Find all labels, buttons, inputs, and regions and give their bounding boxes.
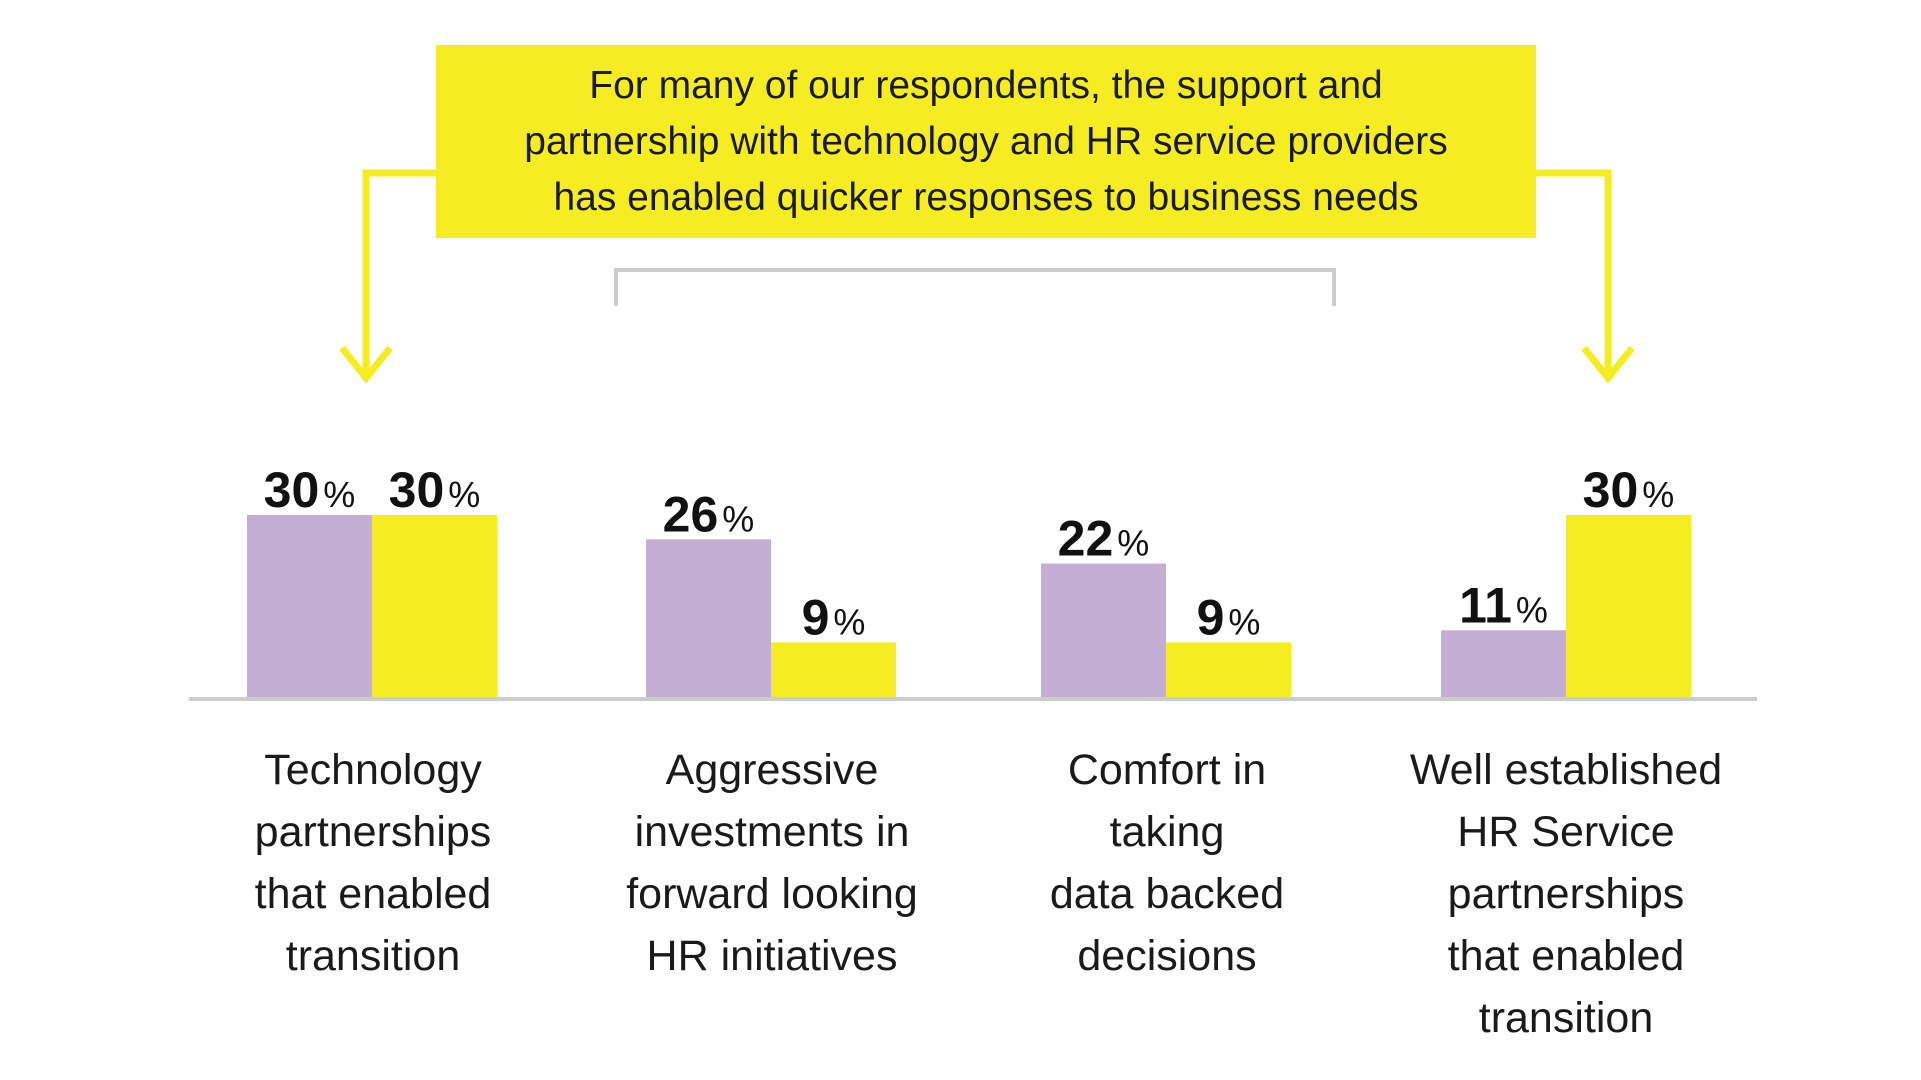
value-label-s1-c4: 11% [1459, 577, 1548, 633]
bar-s2-c4 [1566, 515, 1691, 697]
middle-bracket [614, 268, 1336, 306]
bar-s1-c1 [247, 515, 372, 697]
value-label-s2-c4: 30% [1583, 462, 1675, 518]
value-label-s2-c1: 30% [389, 462, 481, 518]
bar-s1-c3 [1041, 563, 1166, 697]
bar-s1-c2 [646, 539, 771, 697]
bar-s2-c3 [1166, 642, 1291, 697]
callout-box: For many of our respondents, the support… [436, 45, 1536, 238]
bar-s2-c1 [372, 515, 497, 697]
category-label-2: Aggressive investments in forward lookin… [626, 746, 918, 980]
category-label-3: Comfort in taking data backed decisions [1049, 746, 1285, 980]
category-label-4: Well established HR Service partnerships… [1409, 746, 1723, 1042]
value-label-s1-c3: 22% [1058, 511, 1150, 567]
callout-text: For many of our respondents, the support… [524, 63, 1448, 219]
bars-layer [247, 515, 1691, 697]
value-labels-layer: 30% 26% 22 % 11 % 30 % 9% 9 % 30% [264, 462, 1675, 645]
bar-s2-c2 [771, 642, 896, 697]
value-label-s2-c3: 9% [1197, 589, 1261, 645]
bar-s1-c4 [1441, 630, 1566, 697]
value-label-s1-c1: 30% [264, 462, 356, 518]
value-label-s1-c2: 26% [663, 486, 755, 542]
value-label-s2-c2: 9% [802, 589, 866, 645]
category-label-1: Technology partnerships that enabled tra… [254, 746, 492, 980]
left-arrow [339, 169, 436, 384]
right-arrow [1536, 169, 1635, 384]
